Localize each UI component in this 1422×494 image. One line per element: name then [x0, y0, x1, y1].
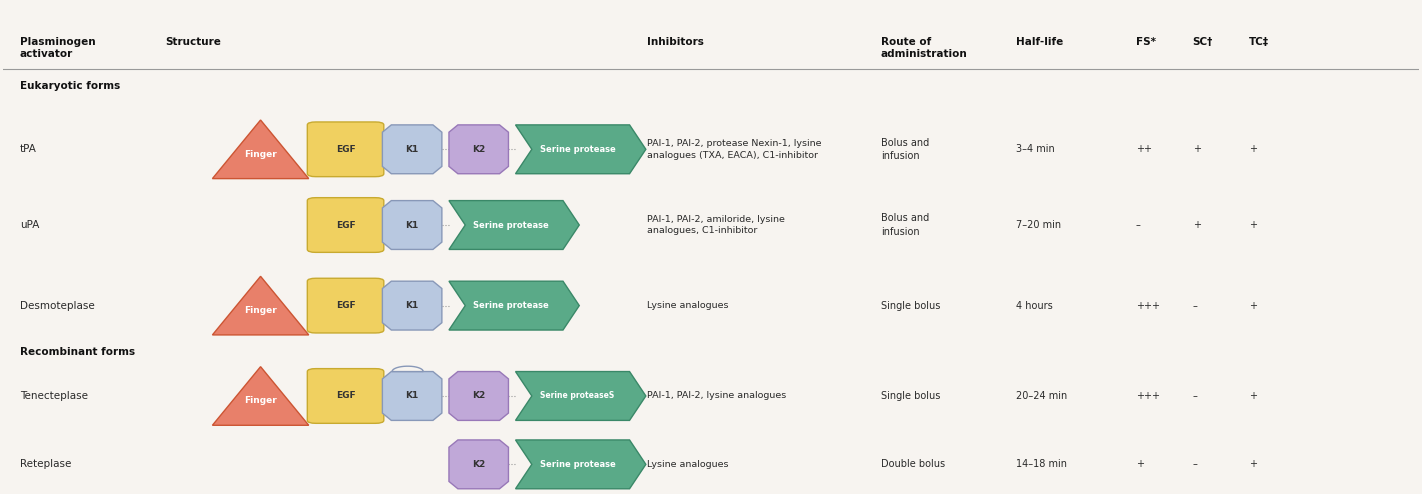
Text: Route of
administration: Route of administration	[882, 37, 968, 59]
Text: Serine protease: Serine protease	[539, 145, 616, 154]
Text: +: +	[1250, 220, 1257, 230]
Text: Bolus and
infusion: Bolus and infusion	[882, 138, 929, 161]
Text: Reteplase: Reteplase	[20, 459, 71, 469]
Text: Finger: Finger	[245, 306, 277, 315]
Text: TC‡: TC‡	[1250, 37, 1270, 47]
Text: +: +	[1250, 301, 1257, 311]
Text: Bolus and
infusion: Bolus and infusion	[882, 213, 929, 237]
Text: Serine protease: Serine protease	[474, 301, 549, 310]
Text: 20–24 min: 20–24 min	[1015, 391, 1066, 401]
Polygon shape	[449, 440, 509, 489]
Text: SC†: SC†	[1193, 37, 1213, 47]
Text: ++: ++	[1136, 144, 1152, 154]
Text: K2: K2	[472, 391, 485, 401]
FancyBboxPatch shape	[307, 369, 384, 423]
Text: EGF: EGF	[336, 391, 356, 401]
Text: Recombinant forms: Recombinant forms	[20, 347, 135, 357]
Text: Serine protease: Serine protease	[539, 460, 616, 469]
Text: +: +	[1136, 459, 1143, 469]
Text: Serine protease: Serine protease	[474, 220, 549, 230]
Text: –: –	[1193, 459, 1197, 469]
Text: EGF: EGF	[336, 220, 356, 230]
Text: Serine proteaseS: Serine proteaseS	[540, 391, 614, 401]
Text: FS*: FS*	[1136, 37, 1156, 47]
Text: PAI-1, PAI-2, protease Nexin-1, lysine
analogues (TXA, EACA), C1-inhibitor: PAI-1, PAI-2, protease Nexin-1, lysine a…	[647, 139, 822, 160]
Text: 7–20 min: 7–20 min	[1015, 220, 1061, 230]
Polygon shape	[449, 125, 509, 174]
Polygon shape	[516, 371, 646, 420]
Text: Finger: Finger	[245, 396, 277, 405]
Text: –: –	[1136, 220, 1140, 230]
Text: EGF: EGF	[336, 145, 356, 154]
Text: K1: K1	[405, 145, 418, 154]
Text: K1: K1	[405, 391, 418, 401]
Text: PAI-1, PAI-2, lysine analogues: PAI-1, PAI-2, lysine analogues	[647, 391, 786, 401]
Text: 3–4 min: 3–4 min	[1015, 144, 1054, 154]
Text: EGF: EGF	[336, 301, 356, 310]
Text: 4 hours: 4 hours	[1015, 301, 1052, 311]
Text: –: –	[1193, 391, 1197, 401]
Polygon shape	[383, 201, 442, 249]
Polygon shape	[449, 201, 579, 249]
Polygon shape	[449, 371, 509, 420]
FancyBboxPatch shape	[307, 198, 384, 252]
Polygon shape	[392, 366, 424, 371]
Text: Half-life: Half-life	[1015, 37, 1062, 47]
Text: K1: K1	[405, 220, 418, 230]
Text: PAI-1, PAI-2, amiloride, lysine
analogues, C1-inhibitor: PAI-1, PAI-2, amiloride, lysine analogue…	[647, 214, 785, 236]
Text: Lysine analogues: Lysine analogues	[647, 301, 728, 310]
Text: +: +	[1250, 459, 1257, 469]
Text: tPA: tPA	[20, 144, 37, 154]
Text: Single bolus: Single bolus	[882, 301, 940, 311]
Polygon shape	[383, 281, 442, 330]
Text: K2: K2	[472, 145, 485, 154]
Polygon shape	[212, 276, 309, 335]
Text: 14–18 min: 14–18 min	[1015, 459, 1066, 469]
Text: –: –	[1193, 301, 1197, 311]
Polygon shape	[383, 371, 442, 420]
Text: Lysine analogues: Lysine analogues	[647, 460, 728, 469]
Text: Eukaryotic forms: Eukaryotic forms	[20, 81, 119, 91]
FancyBboxPatch shape	[307, 278, 384, 333]
Text: Tenecteplase: Tenecteplase	[20, 391, 88, 401]
FancyBboxPatch shape	[307, 122, 384, 177]
Polygon shape	[212, 367, 309, 425]
Text: Plasminogen
activator: Plasminogen activator	[20, 37, 95, 59]
Polygon shape	[212, 120, 309, 179]
Text: Double bolus: Double bolus	[882, 459, 946, 469]
Text: K2: K2	[472, 460, 485, 469]
Text: Structure: Structure	[166, 37, 222, 47]
Polygon shape	[516, 125, 646, 174]
Text: +: +	[1193, 220, 1200, 230]
Text: K1: K1	[405, 301, 418, 310]
Text: +: +	[1250, 391, 1257, 401]
Text: uPA: uPA	[20, 220, 40, 230]
Text: +++: +++	[1136, 301, 1160, 311]
Text: Single bolus: Single bolus	[882, 391, 940, 401]
Text: +: +	[1250, 144, 1257, 154]
Polygon shape	[516, 440, 646, 489]
Text: Inhibitors: Inhibitors	[647, 37, 704, 47]
Text: +++: +++	[1136, 391, 1160, 401]
Text: +: +	[1193, 144, 1200, 154]
Text: Finger: Finger	[245, 150, 277, 159]
Text: Desmoteplase: Desmoteplase	[20, 301, 94, 311]
Polygon shape	[449, 281, 579, 330]
Polygon shape	[383, 125, 442, 174]
